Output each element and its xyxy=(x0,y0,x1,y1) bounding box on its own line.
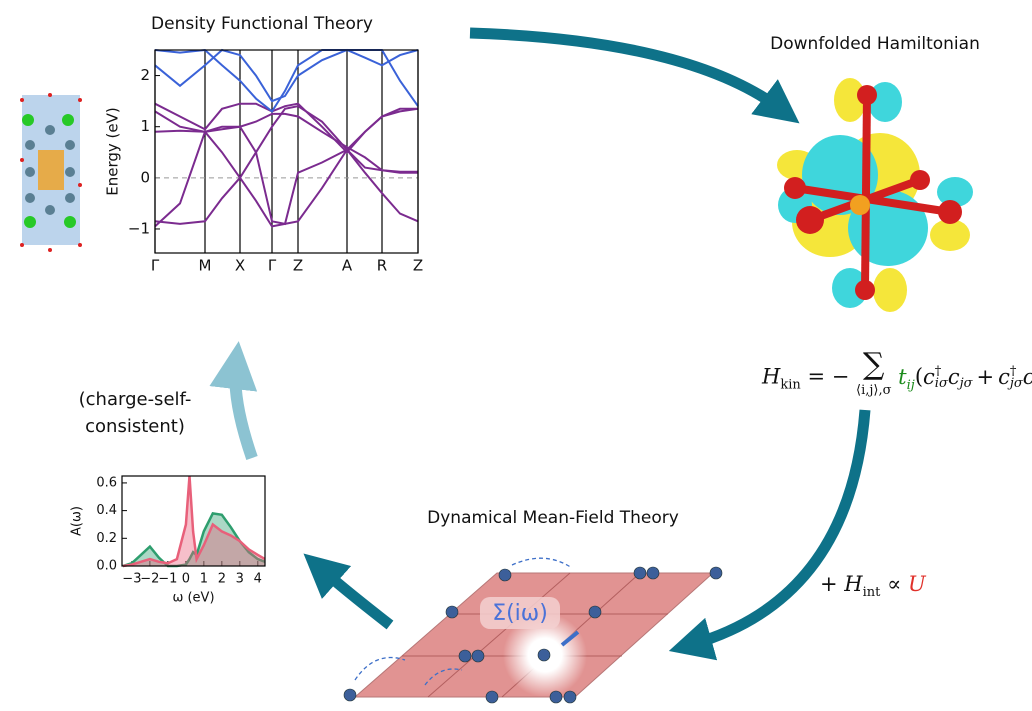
y-axis-label: Energy (eV) xyxy=(104,107,122,195)
x-tick-label: 4 xyxy=(254,572,262,587)
arrow xyxy=(668,409,871,661)
dagger: † xyxy=(1009,364,1017,379)
y-tick-label: 0.2 xyxy=(96,531,117,546)
line xyxy=(154,48,419,113)
sub: jσ xyxy=(959,376,973,391)
dmft-title: Dynamical Mean-Field Theory xyxy=(427,508,679,528)
y-axis-label: A(ω) xyxy=(70,506,85,536)
sub: int xyxy=(862,585,881,600)
operator: c xyxy=(947,364,960,389)
downfold-title: Downfolded Hamiltonian xyxy=(770,34,980,54)
plus: + xyxy=(976,364,995,389)
y-tick-label: 0.4 xyxy=(96,503,117,518)
x-tick-label: 2 xyxy=(218,572,226,587)
x-axis-label: ω (eV) xyxy=(172,591,214,606)
y-tick-label: 0.0 xyxy=(96,559,117,574)
y-tick-label: 1 xyxy=(140,117,150,135)
hopping-sub: ij xyxy=(906,377,915,393)
y-tick-label: 2 xyxy=(140,66,150,84)
orbital xyxy=(777,78,973,312)
y-tick-label: 0.6 xyxy=(96,475,117,490)
plot-frame xyxy=(154,49,419,254)
sum-sub: ⟨i,j⟩,σ xyxy=(856,383,892,398)
paren: ( xyxy=(914,364,924,389)
x-tick-label: −2 xyxy=(140,572,159,587)
indices: † jσ xyxy=(1009,364,1023,391)
sub: jσ xyxy=(1009,376,1023,391)
symbol: H xyxy=(844,572,863,596)
h-int: + Hint ∝ U xyxy=(820,572,926,600)
arrow xyxy=(469,27,800,124)
x-tick-label: Z xyxy=(413,257,423,275)
x-tick-label: 1 xyxy=(200,572,208,587)
x-tick-label: 3 xyxy=(236,572,244,587)
line xyxy=(154,48,419,103)
y-tick-label: 0 xyxy=(140,168,150,186)
symbol: H xyxy=(762,364,781,389)
arrow xyxy=(303,553,394,630)
equals: = − xyxy=(807,364,850,389)
x-tick-label: A xyxy=(342,257,353,275)
line xyxy=(154,102,418,154)
operator: c xyxy=(1023,365,1032,389)
line xyxy=(122,475,266,568)
sub: kin xyxy=(780,377,801,393)
x-tick-label: M xyxy=(199,257,212,275)
h-kin: Hkin = − ∑ ⟨i,j⟩,σ tij(c†iσc jσ+c†jσc iσ… xyxy=(762,350,1032,401)
arrow xyxy=(209,341,258,460)
csc-label: consistent) xyxy=(85,416,185,437)
y-tick-label: −1 xyxy=(128,219,150,237)
hopping: t xyxy=(898,364,907,389)
x-tick-label: Z xyxy=(293,257,303,275)
x-tick-label: −1 xyxy=(158,572,177,587)
sum: ∑ xyxy=(863,347,885,382)
x-tick-label: Γ xyxy=(151,257,160,275)
x-tick-label: R xyxy=(377,257,387,275)
area xyxy=(122,476,265,566)
x-tick-label: X xyxy=(235,257,245,275)
x-tick-label: −3 xyxy=(122,572,141,587)
csc-label: (charge-self- xyxy=(79,389,192,410)
plot-frame xyxy=(121,475,266,567)
sub: iσ xyxy=(934,376,948,391)
prop: ∝ xyxy=(887,572,902,596)
indices: jσ xyxy=(960,366,973,390)
x-tick-label: Γ xyxy=(268,257,277,275)
dft-title: Density Functional Theory xyxy=(151,14,373,34)
operator: c xyxy=(998,364,1010,389)
operator: c xyxy=(923,364,935,389)
plus: + xyxy=(820,572,838,596)
x-tick-label: 0 xyxy=(182,572,190,587)
indices: † iσ xyxy=(934,364,948,391)
self-energy: Σ(iω) xyxy=(492,601,548,626)
line xyxy=(154,110,418,226)
u: U xyxy=(907,572,926,596)
lattice xyxy=(343,557,723,704)
crystal-structure xyxy=(20,93,82,252)
dagger: † xyxy=(934,364,942,379)
